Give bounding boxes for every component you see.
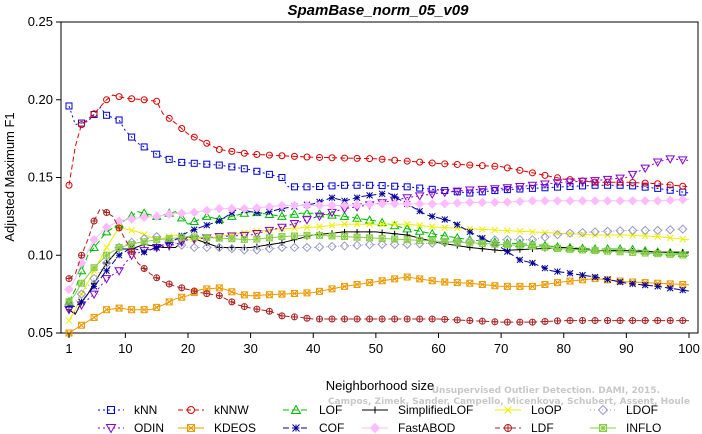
legend-item-cof: COF [283, 421, 344, 434]
legend-label: LDOF [626, 403, 658, 417]
series-line [68, 207, 689, 323]
legend-item-lof: LOF [283, 403, 342, 417]
series-fastabod [64, 194, 690, 295]
legend-item-loop: LoOP [495, 403, 562, 417]
legend-label: LOF [319, 403, 342, 417]
x-tick-label: 20 [181, 341, 195, 356]
legend-item-knnw: kNNW [178, 403, 249, 417]
series-markers [65, 93, 687, 190]
plot-frame [60, 21, 699, 334]
series-knn [65, 102, 690, 197]
x-tick-label: 50 [369, 341, 383, 356]
series-line [68, 192, 690, 308]
x-tick-label: 90 [619, 341, 633, 356]
legend-item-simplifiedlof: SimplifiedLOF [362, 403, 473, 417]
legend-item-inflo: INFLO [590, 421, 661, 434]
series-markers [65, 102, 687, 197]
legend-label: LoOP [531, 403, 562, 417]
series-kdeos [65, 273, 690, 337]
series-markers [64, 207, 688, 306]
y-tick-label: 0.10 [28, 247, 53, 262]
legend-label: SimplifiedLOF [398, 403, 473, 417]
series-line [68, 223, 690, 321]
legend-label: LDF [531, 421, 554, 434]
legend-label: kNN [134, 403, 157, 417]
series-line [68, 105, 690, 194]
x-tick-label: 40 [306, 341, 320, 356]
series-line [68, 158, 690, 314]
series-line [68, 276, 690, 334]
y-axis: 0.05 0.10 0.15 0.20 0.25 [28, 14, 61, 340]
x-axis: 1 10 20 30 40 50 60 70 80 90 100 [65, 333, 700, 356]
credit-line-2: Campos, Zimek, Sander, Campello, Micenko… [328, 397, 690, 407]
legend-label: kNNW [214, 403, 249, 417]
y-tick-label: 0.15 [28, 170, 53, 185]
x-tick-label: 70 [494, 341, 508, 356]
series-line [68, 228, 690, 306]
x-tick-label: 1 [65, 341, 72, 356]
legend-item-knn: kNN [98, 403, 157, 417]
legend-item-fastabod: FastABOD [362, 421, 456, 434]
series-line [68, 94, 690, 188]
legend-item-ldf: LDF [495, 421, 554, 434]
legend-item-odin: ODIN [98, 421, 164, 434]
series-markers [65, 208, 687, 326]
series-layer [64, 93, 690, 337]
legend: kNN kNNW LOF SimplifiedLOF LoOP LDOF ODIN KDEOS… [98, 403, 661, 434]
y-axis-label: Adjusted Maximum F1 [2, 112, 17, 241]
series-inflo [65, 231, 690, 306]
series-knnw [65, 93, 690, 190]
series-lof [64, 207, 690, 306]
series-markers [65, 231, 687, 306]
x-tick-label: 30 [243, 341, 257, 356]
legend-label: FastABOD [398, 421, 456, 434]
x-tick-label: 10 [118, 341, 132, 356]
legend-label: COF [319, 421, 344, 434]
legend-label: KDEOS [214, 421, 256, 434]
series-ldf [65, 207, 689, 326]
series-markers [64, 194, 688, 295]
x-tick-label: 60 [431, 341, 445, 356]
legend-label: INFLO [626, 421, 661, 434]
legend-label: ODIN [134, 421, 164, 434]
y-tick-label: 0.20 [28, 92, 53, 107]
x-axis-label: Neighborhood size [326, 378, 434, 393]
y-tick-label: 0.05 [28, 325, 53, 340]
legend-item-ldof: LDOF [590, 403, 658, 417]
chart-title: SpamBase_norm_05_v09 [288, 2, 470, 19]
x-tick-label: 80 [557, 341, 571, 356]
y-tick-label: 0.25 [28, 14, 53, 29]
legend-item-kdeos: KDEOS [178, 421, 256, 434]
x-tick-label: 100 [678, 341, 700, 356]
series-markers [65, 273, 687, 337]
credit-line-1: Unsupervised Outlier Detection. DAMI, 20… [432, 386, 660, 396]
